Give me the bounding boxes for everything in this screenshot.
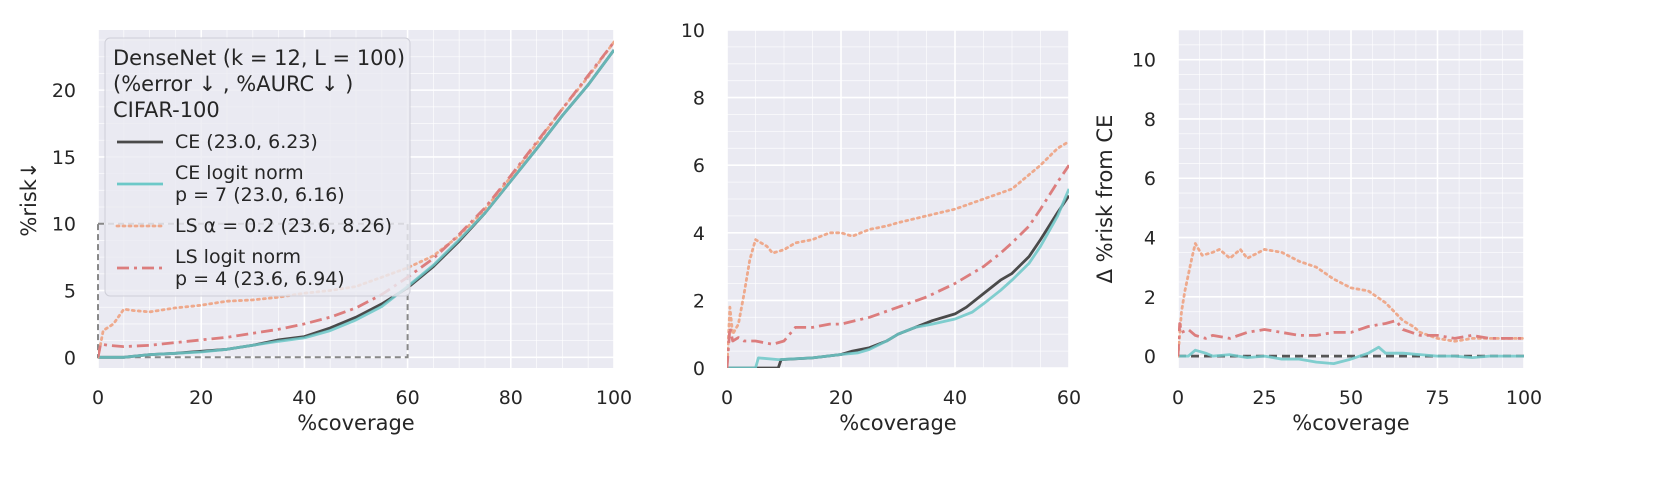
x-tick-label: 60	[1057, 387, 1081, 409]
x-tick-label: 20	[189, 387, 213, 409]
legend-title-line: CIFAR-100	[113, 98, 220, 122]
x-axis-label: %coverage	[297, 411, 414, 435]
y-tick-label: 0	[693, 358, 705, 380]
y-tick-label: 15	[52, 147, 76, 169]
series-line-ls	[727, 140, 1069, 368]
y-tick-label: 0	[1144, 346, 1156, 368]
y-tick-label: 10	[52, 214, 76, 236]
x-tick-label: 20	[829, 387, 853, 409]
legend-entry-label: CE (23.0, 6.23)	[175, 131, 318, 153]
legend-title-line: DenseNet (k = 12, L = 100)	[113, 46, 405, 70]
legend-entry-label: CE logit norm	[175, 162, 304, 184]
legend-title-line: (%error ↓ , %AURC ↓ )	[113, 72, 353, 96]
panel-delta: 0 25 50 75 100 0 2 4 6 8 10 %coverage Δ %risk from C…	[1093, 29, 1542, 435]
y-tick-label: 2	[1144, 287, 1156, 309]
y-tick-label: 6	[1144, 168, 1156, 190]
x-tick-label: 80	[499, 387, 523, 409]
y-tick-label: 8	[1144, 109, 1156, 131]
y-tick-label: 2	[693, 290, 705, 312]
x-tick-label: 40	[292, 387, 316, 409]
y-tick-label: 6	[693, 155, 705, 177]
legend-entry-label: p = 7 (23.0, 6.16)	[175, 184, 345, 206]
series-line-ce_logit	[1178, 345, 1524, 366]
y-tick-label: 20	[52, 80, 76, 102]
y-tick-label: 4	[693, 223, 705, 245]
x-tick-label: 100	[1506, 387, 1542, 409]
series-line-ls	[1178, 242, 1524, 358]
panel-zoom: 0 20 40 60 0 2 4 6 8 10 %coverage	[681, 20, 1081, 435]
y-tick-label: 4	[1144, 228, 1156, 250]
x-tick-label: 60	[396, 387, 420, 409]
legend-entry-label: p = 4 (23.6, 6.94)	[175, 268, 345, 290]
y-tick-label: 10	[681, 20, 705, 42]
y-axis-label: Δ %risk from CE	[1093, 115, 1117, 284]
legend-entry-label: LS α = 0.2 (23.6, 8.26)	[175, 215, 392, 237]
series-line-ce_logit	[98, 49, 614, 359]
y-tick-label: 10	[1132, 50, 1156, 72]
x-axis-label: %coverage	[1292, 411, 1409, 435]
series-line-ls_logit	[98, 41, 614, 358]
series-line-ls_logit	[1178, 319, 1524, 357]
y-tick-label: 0	[64, 347, 76, 369]
x-tick-label: 25	[1252, 387, 1276, 409]
x-tick-label: 0	[721, 387, 733, 409]
series-line-ce_logit	[727, 188, 1069, 368]
x-tick-label: 50	[1339, 387, 1363, 409]
legend: DenseNet (k = 12, L = 100)(%error ↓ , %A…	[104, 37, 411, 297]
x-tick-label: 0	[92, 387, 104, 409]
x-tick-label: 75	[1425, 387, 1449, 409]
x-tick-label: 100	[596, 387, 632, 409]
x-tick-label: 0	[1172, 387, 1184, 409]
legend-entry-label: LS logit norm	[175, 246, 301, 268]
x-tick-label: 40	[943, 387, 967, 409]
x-axis-label: %coverage	[839, 411, 956, 435]
y-tick-label: 8	[693, 88, 705, 110]
legend-box	[104, 37, 411, 297]
y-tick-label: 5	[64, 281, 76, 303]
y-axis-label: %risk↓	[17, 161, 41, 236]
